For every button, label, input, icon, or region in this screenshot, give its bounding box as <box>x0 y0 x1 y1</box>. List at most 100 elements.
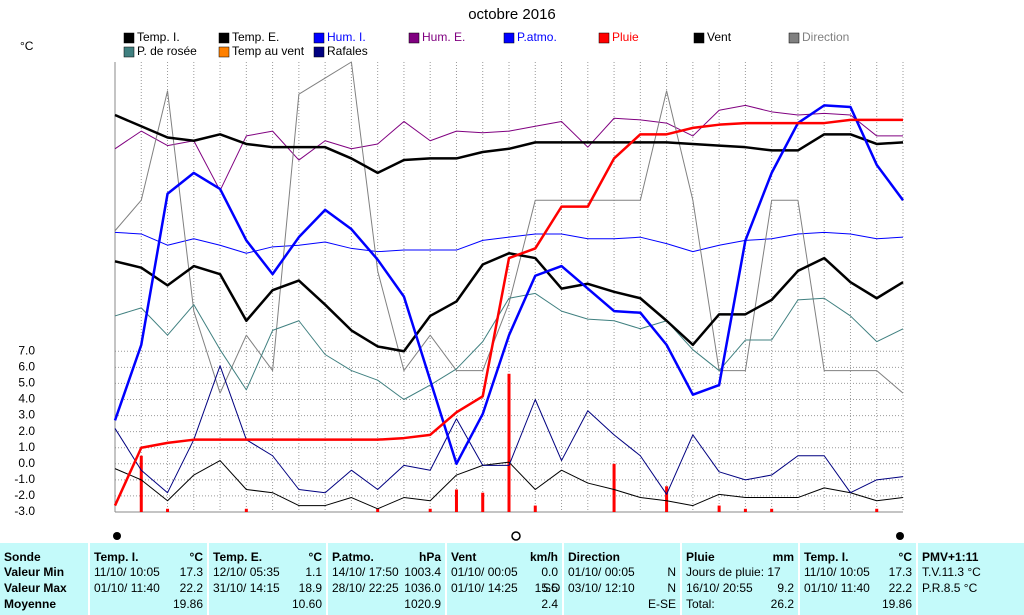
cell-text: 15.5 <box>534 581 558 595</box>
cell-text: 11/10/ 10:05 <box>804 565 870 579</box>
legend-label: Vent <box>707 30 732 44</box>
column: PMV+1:11 T.V.11.3 °C P.R.8.5 °C <box>916 543 1024 615</box>
cell: T.V.11.3 °C <box>922 564 1020 580</box>
cell: 12/10/ 05:35 1.1 <box>213 564 322 580</box>
legend-label: Pluie <box>612 30 639 44</box>
legend-label: Temp. I. <box>137 30 180 44</box>
rain-bar <box>717 505 721 512</box>
column-title: Direction <box>568 550 621 564</box>
cell: Valeur Max <box>4 580 84 596</box>
legend-swatch <box>123 46 135 58</box>
rain-bar <box>875 508 879 512</box>
cell: 01/10/ 14:25 SO 15.5 <box>451 580 560 596</box>
column-unit: °C <box>189 550 203 564</box>
cell: 01/10/ 11:40 22.2 <box>94 580 203 596</box>
rain-bar <box>481 492 485 512</box>
header-cell: Temp. I. °C <box>94 549 203 565</box>
cell-text: 19.86 <box>881 597 912 611</box>
cell-text: 19.86 <box>172 597 203 611</box>
rain-bar <box>612 463 616 512</box>
y-tick-label: 7.0 <box>18 343 35 357</box>
series-line <box>114 460 904 510</box>
y-tick-label: 5.0 <box>18 376 35 390</box>
cell: Sonde <box>4 549 84 565</box>
legend-swatch <box>313 32 325 44</box>
cell-text: 28/10/ 22:25 <box>332 581 399 595</box>
column-title: PMV+1:11 <box>922 550 979 564</box>
cell-text: 22.2 <box>179 581 203 595</box>
cell-text: N <box>667 581 676 595</box>
cell: 2.4 <box>451 596 558 612</box>
legend-swatch <box>313 46 325 58</box>
y-tick-label: -3.0 <box>14 504 35 518</box>
cell: E-SE <box>568 596 676 612</box>
row-labels: Sonde Valeur Min Valeur Max Moyenne <box>0 543 88 615</box>
column-title: Temp. I. <box>804 550 849 564</box>
legend-swatch <box>693 32 705 44</box>
series-line <box>114 292 904 400</box>
cell-text: 11/10/ 10:05 <box>94 565 160 579</box>
y-tick-label: 2.0 <box>18 424 35 438</box>
rain-bar <box>665 486 669 512</box>
chart: octobre 2016 °C 7.0 6.0 5.0 4.0 3.0 2.0 1.0 0.0… <box>14 6 905 541</box>
legend-label: Rafales <box>327 44 368 58</box>
cell-text: 16/10/ 20:55 <box>686 581 753 595</box>
legend-swatch <box>123 32 135 44</box>
column-title: Vent <box>451 550 477 564</box>
cell: 14/10/ 17:50 1003.4 <box>332 564 441 580</box>
cell-text: 01/10/ 00:05 <box>568 565 635 579</box>
row-label: Valeur Max <box>4 581 67 595</box>
y-tick-label: 1.0 <box>18 440 35 454</box>
column: Direction 01/10/ 00:05 N 03/10/ 12:10 N E-SE <box>562 543 680 615</box>
cell-text: E-SE <box>647 597 676 611</box>
cell-text: T.V.11.3 °C <box>922 565 981 579</box>
rain-bar <box>376 508 380 512</box>
cell-text: 26.2 <box>770 597 794 611</box>
cell: P.R.8.5 °C <box>922 580 1020 596</box>
column: Temp. I. °C 11/10/ 10:05 17.3 01/10/ 11:40 22… <box>798 543 916 615</box>
cell-text: 01/10/ 14:25 <box>451 581 518 595</box>
cell-text: 1020.9 <box>404 597 441 611</box>
series-line <box>114 113 904 175</box>
series-line <box>114 61 904 394</box>
cell: 28/10/ 22:25 1036.0 <box>332 580 441 596</box>
cell: 01/10/ 00:05 0.0 <box>451 564 558 580</box>
rain-bar <box>770 508 774 512</box>
cell-text: 18.9 <box>298 581 322 595</box>
series-line <box>114 104 903 192</box>
row-label: Sonde <box>4 550 41 564</box>
cell-text: 12/10/ 05:35 <box>213 565 280 579</box>
cell: 01/10/ 00:05 N <box>568 564 676 580</box>
cell-text: 14/10/ 17:50 <box>332 565 399 579</box>
y-tick-label: -1.0 <box>14 472 35 486</box>
column-title: Pluie <box>686 550 715 564</box>
cell: 1020.9 <box>332 596 441 612</box>
legend-label: P. de rosée <box>137 44 197 58</box>
legend-swatch <box>598 32 610 44</box>
row-label: Moyenne <box>4 597 57 611</box>
legend-label: Hum. I. <box>327 30 366 44</box>
cell-text: 31/10/ 14:15 <box>213 581 280 595</box>
rain-bar <box>139 455 143 512</box>
moon-icon <box>113 532 121 540</box>
legend-swatch <box>788 32 800 44</box>
cell-text: 17.3 <box>179 565 203 579</box>
y-tick-label: 0.0 <box>18 456 35 470</box>
column-unit: mm <box>772 550 794 564</box>
series-line <box>114 252 904 353</box>
series-line <box>114 231 904 254</box>
moon-icon <box>896 532 904 540</box>
cell-text: 1036.0 <box>404 581 441 595</box>
cell: 03/10/ 12:10 N <box>568 580 676 596</box>
cell: Valeur Min <box>4 564 84 580</box>
header-cell: Vent km/h <box>451 549 558 565</box>
rain-bar <box>454 489 458 512</box>
cell-text: 0.0 <box>541 565 558 579</box>
legend-label: Hum. E. <box>422 30 465 44</box>
header-cell: Temp. I. °C <box>804 549 912 565</box>
cell-text: 9.2 <box>777 581 794 595</box>
legend-swatch <box>408 32 420 44</box>
cell-text: Total: <box>686 597 715 611</box>
column-title: P.atmo. <box>332 550 374 564</box>
